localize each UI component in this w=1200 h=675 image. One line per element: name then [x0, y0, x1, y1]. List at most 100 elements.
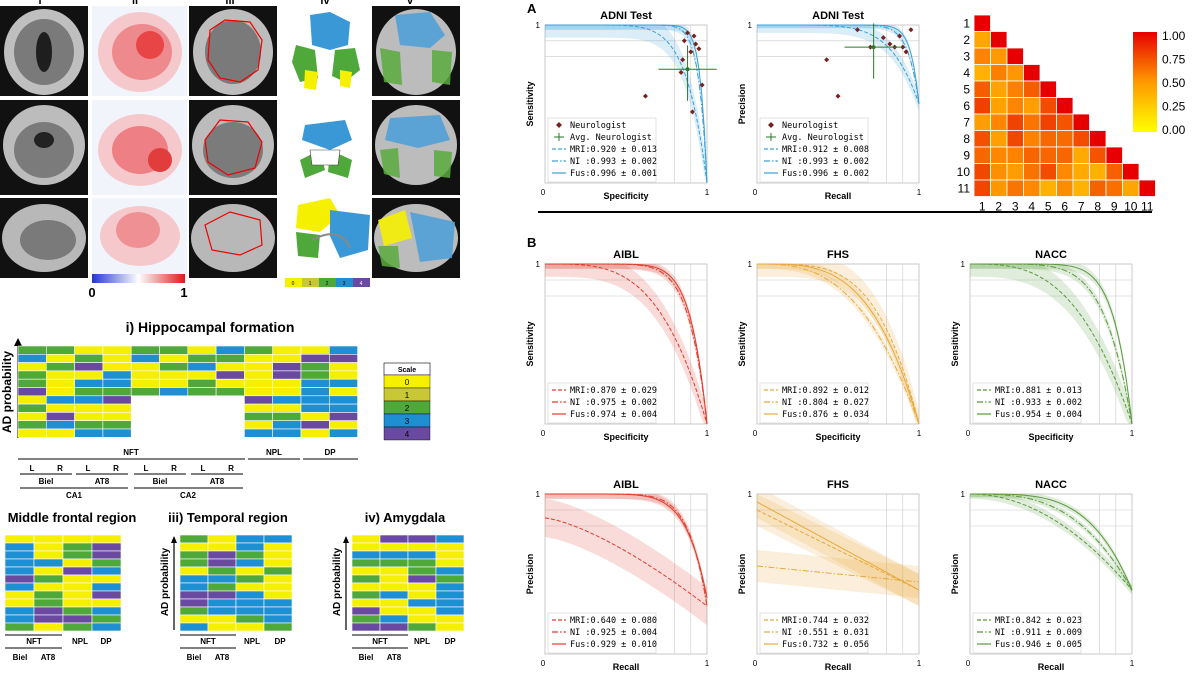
- grid-cell: [62, 614, 93, 624]
- chart-legend: MRI:0.870 ± 0.029 NI :0.975 ± 0.002 Fus:0.…: [547, 382, 657, 424]
- col-header-v: v: [407, 0, 414, 7]
- grid-cell: [207, 622, 237, 632]
- heatmap-cell: [1072, 113, 1090, 131]
- grid-cell: [179, 590, 209, 600]
- grid-cell: [187, 362, 217, 372]
- legend-label: Fus:0.954 ± 0.004: [995, 410, 1082, 420]
- grid-cell: [244, 370, 273, 380]
- heatmap-cell: [973, 14, 991, 32]
- heatmap-colorbar-ticks: 1.00 0.75 0.50 0.25 0.00: [1162, 29, 1186, 137]
- grid-cell: [74, 387, 104, 397]
- grid-cell: [300, 345, 330, 355]
- grid-cell: [235, 614, 265, 624]
- heatmap-cell: [990, 80, 1008, 98]
- grid-cell: [17, 412, 47, 421]
- grid-cell: [300, 362, 330, 372]
- tick-label: 0: [966, 429, 971, 438]
- grid-cell: [102, 362, 132, 372]
- grid-cell: [45, 395, 75, 405]
- hippocampal-grid: [17, 345, 358, 438]
- grid-cell: [263, 598, 293, 608]
- hip-lr-0: L: [30, 464, 35, 473]
- series-line: [757, 24, 920, 105]
- heatmap-cell: [1089, 130, 1107, 148]
- grid-cell: [33, 574, 64, 584]
- grid-cell: [102, 345, 132, 355]
- heatmap-cell: [1023, 97, 1041, 115]
- series-line: [757, 24, 920, 105]
- grid-cell: [407, 622, 437, 632]
- scale-title: Scale: [398, 367, 416, 374]
- grid-cell: [159, 370, 189, 380]
- grid-cell: [351, 582, 381, 592]
- grid-cell: [33, 598, 64, 608]
- chart-xlabel: Recall: [1038, 662, 1065, 672]
- grid-cell: [379, 582, 409, 592]
- legend-label: NI :0.925 ± 0.004: [570, 628, 657, 638]
- am-col-nft: NFT: [372, 637, 388, 646]
- legend-label: NI :0.551 ± 0.031: [782, 628, 869, 638]
- heatmap-cell: [1006, 130, 1024, 148]
- grid-cell: [379, 614, 409, 624]
- grid-cell: [379, 542, 409, 552]
- hip-lr-6: L: [201, 464, 206, 473]
- grid-cell: [272, 387, 302, 397]
- heatmap-cell: [990, 97, 1008, 115]
- legend-label: NI :0.933 ± 0.002: [995, 398, 1082, 408]
- grid-cell: [45, 387, 75, 397]
- hip-stain-2: Biel: [153, 477, 168, 486]
- grid-cell: [91, 598, 122, 608]
- series-line: [970, 493, 1133, 591]
- chart-title: ADNI Test: [600, 10, 652, 22]
- heatmap-cell: [1072, 163, 1090, 181]
- heatmap-cell: [1138, 179, 1156, 197]
- am-col-npl: NPL: [414, 637, 430, 646]
- tp-col-dp: DP: [274, 637, 286, 646]
- grid-cell: [328, 412, 358, 421]
- grid-cell: [300, 428, 330, 438]
- chart-aibl-roc: AIBL Specificity Sensitivity 0 1 1 MRI:0.870 ±…: [525, 249, 710, 442]
- heatmap-cell: [973, 80, 991, 98]
- heatmap-cell: [1056, 97, 1074, 115]
- grid-cell: [74, 420, 104, 430]
- heatmap-row-label: 2: [963, 33, 970, 47]
- grid-cell: [62, 566, 93, 576]
- grid-cell: [351, 574, 381, 584]
- grid-cell: [263, 558, 293, 568]
- chart-nacc-pr: NACC Recall Precision 0 1 1 MRI:0.842 ± 0.023 N…: [950, 479, 1135, 672]
- grid-cell: [187, 353, 217, 363]
- grid-cell: [244, 412, 273, 421]
- hippocampal-ylabel: AD probability: [0, 351, 14, 433]
- heatmap-cell: [1023, 64, 1041, 82]
- grid-cell: [263, 590, 293, 600]
- middle-frontal-title: Middle frontal region: [8, 510, 137, 525]
- colorbar-tick-label: 0.00: [1162, 123, 1186, 137]
- grid-cell: [33, 614, 64, 624]
- grid-cell: [91, 566, 122, 576]
- grid-cell: [272, 362, 302, 372]
- tick-label: 0: [753, 188, 758, 197]
- heatmap-cell: [1056, 113, 1074, 131]
- heatmap-cell: [973, 130, 991, 148]
- tick-label: 1: [536, 490, 541, 499]
- grid-cell: [207, 566, 237, 576]
- tick-label: 0: [753, 659, 758, 668]
- neurologist-point: [880, 35, 886, 41]
- colorbar-tick-label: 0.25: [1162, 100, 1186, 114]
- grid-cell: [407, 566, 437, 576]
- heatmap-col-label: 3: [1012, 200, 1019, 214]
- grid-cell: [91, 590, 122, 600]
- heatmap-col-label: 10: [1124, 200, 1138, 214]
- mf-col-dp: DP: [100, 637, 112, 646]
- grid-cell: [235, 566, 265, 576]
- series-line: [756, 509, 920, 591]
- heatmap-cell: [1006, 163, 1024, 181]
- heatmap-cell: [1072, 179, 1090, 197]
- grid-cell: [91, 534, 122, 544]
- legend-label: MRI:0.881 ± 0.013: [995, 386, 1082, 396]
- neurologist-point: [696, 46, 702, 52]
- grid-cell: [179, 558, 209, 568]
- col-header-ii: ii: [132, 0, 138, 7]
- grid-cell: [17, 420, 47, 430]
